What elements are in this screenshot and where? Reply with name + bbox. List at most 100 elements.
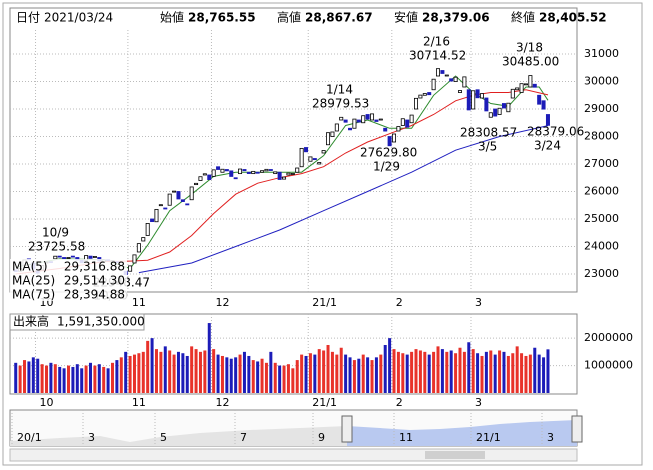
navigator-label: 21/1: [476, 431, 501, 444]
volume-bar: [75, 364, 79, 393]
volume-bar: [370, 360, 374, 393]
annotation: 28308.57: [460, 126, 517, 140]
candle: [361, 115, 366, 124]
volume-bar: [330, 351, 334, 393]
candle: [523, 83, 528, 86]
candle: [180, 199, 185, 202]
volume-bar: [383, 344, 387, 393]
y-tick-label: 31000: [584, 47, 619, 60]
volume-bar: [67, 365, 71, 393]
candle: [268, 169, 273, 171]
candle: [321, 150, 326, 154]
y-tick-label: 23000: [584, 267, 619, 280]
volume-bar: [418, 350, 422, 393]
legend-label: MA(25): [12, 274, 55, 288]
navigator-label: 3: [547, 431, 554, 444]
volume-bar: [304, 355, 308, 393]
volume-bar: [414, 349, 418, 393]
candle: [330, 131, 335, 137]
volume-bar: [154, 349, 158, 393]
candle: [211, 169, 216, 177]
candle: [519, 83, 524, 93]
volume-bar: [23, 360, 27, 393]
candle: [418, 94, 423, 99]
volume-bar: [159, 351, 163, 393]
legend-value: 29,514.30: [64, 274, 125, 288]
volume-bar: [423, 351, 427, 393]
header-label: 高値: [277, 10, 301, 25]
volume-bar: [458, 347, 462, 393]
header-value: 28,405.52: [539, 11, 607, 25]
volume-panel: [9, 313, 578, 395]
candle: [282, 176, 287, 180]
volume-bar: [313, 354, 317, 393]
volume-bar: [181, 353, 185, 393]
navigator-handle[interactable]: [341, 415, 353, 443]
candle: [356, 119, 361, 123]
candle: [317, 162, 322, 165]
volume-bar: [379, 354, 383, 393]
volume-bar: [278, 365, 282, 393]
candle: [299, 147, 304, 168]
x-tick-label: 12: [215, 396, 229, 409]
candle: [497, 107, 502, 115]
annotation: 10/9: [42, 226, 69, 240]
volume-bar: [31, 357, 35, 393]
volume-bar: [18, 365, 22, 393]
volume-bar: [410, 351, 414, 393]
annotation: 3/24: [534, 139, 561, 153]
volume-bar: [326, 344, 330, 393]
navigator-label: 5: [160, 431, 167, 444]
volume-bar: [229, 358, 233, 393]
y-tick-label: 26000: [584, 184, 619, 197]
candle: [515, 87, 520, 91]
candle: [224, 169, 229, 172]
volume-bar: [119, 357, 123, 393]
annotation: 3/5: [478, 140, 497, 154]
navigator-handle[interactable]: [571, 415, 583, 443]
y-tick-label: 1000000: [584, 359, 633, 372]
annotation: 28379.06: [527, 125, 584, 139]
volume-bar: [546, 349, 550, 393]
volume-bar: [176, 351, 180, 393]
scroll-thumb[interactable]: [425, 451, 485, 459]
y-tick-label: 27000: [584, 157, 619, 170]
volume-bar: [225, 357, 229, 393]
navigator-selected: [347, 420, 577, 446]
candle: [528, 75, 533, 88]
candle: [53, 255, 58, 260]
candle: [308, 156, 313, 162]
volume-bar: [198, 351, 202, 393]
volume-bar: [141, 351, 145, 393]
annotation: 3/18: [516, 41, 543, 55]
volume-bar: [269, 351, 273, 393]
candle: [400, 118, 405, 126]
volume-bar: [27, 361, 31, 393]
candle: [479, 93, 484, 99]
volume-bar: [427, 354, 431, 393]
x-tick-label: 21/1: [312, 396, 337, 409]
volume-bar: [220, 355, 224, 393]
annotation: 28979.53: [312, 97, 369, 111]
candle: [409, 114, 414, 124]
volume-bar: [489, 350, 493, 393]
volume-bar: [286, 364, 290, 393]
candle: [334, 123, 339, 132]
candle: [532, 83, 537, 88]
volume-bar: [533, 347, 537, 393]
candle: [154, 208, 159, 223]
candle: [141, 237, 146, 242]
candle: [510, 88, 515, 99]
scrollbar[interactable]: [9, 448, 578, 462]
volume-bar: [172, 354, 176, 393]
candle: [277, 171, 282, 180]
candle: [132, 254, 137, 264]
annotation: 27629.80: [360, 146, 417, 160]
candle: [273, 171, 278, 175]
volume-bar: [132, 354, 136, 393]
volume-bar: [264, 362, 268, 393]
candle: [312, 158, 317, 161]
annotation: 30485.00: [502, 55, 559, 69]
legend: [10, 259, 127, 301]
